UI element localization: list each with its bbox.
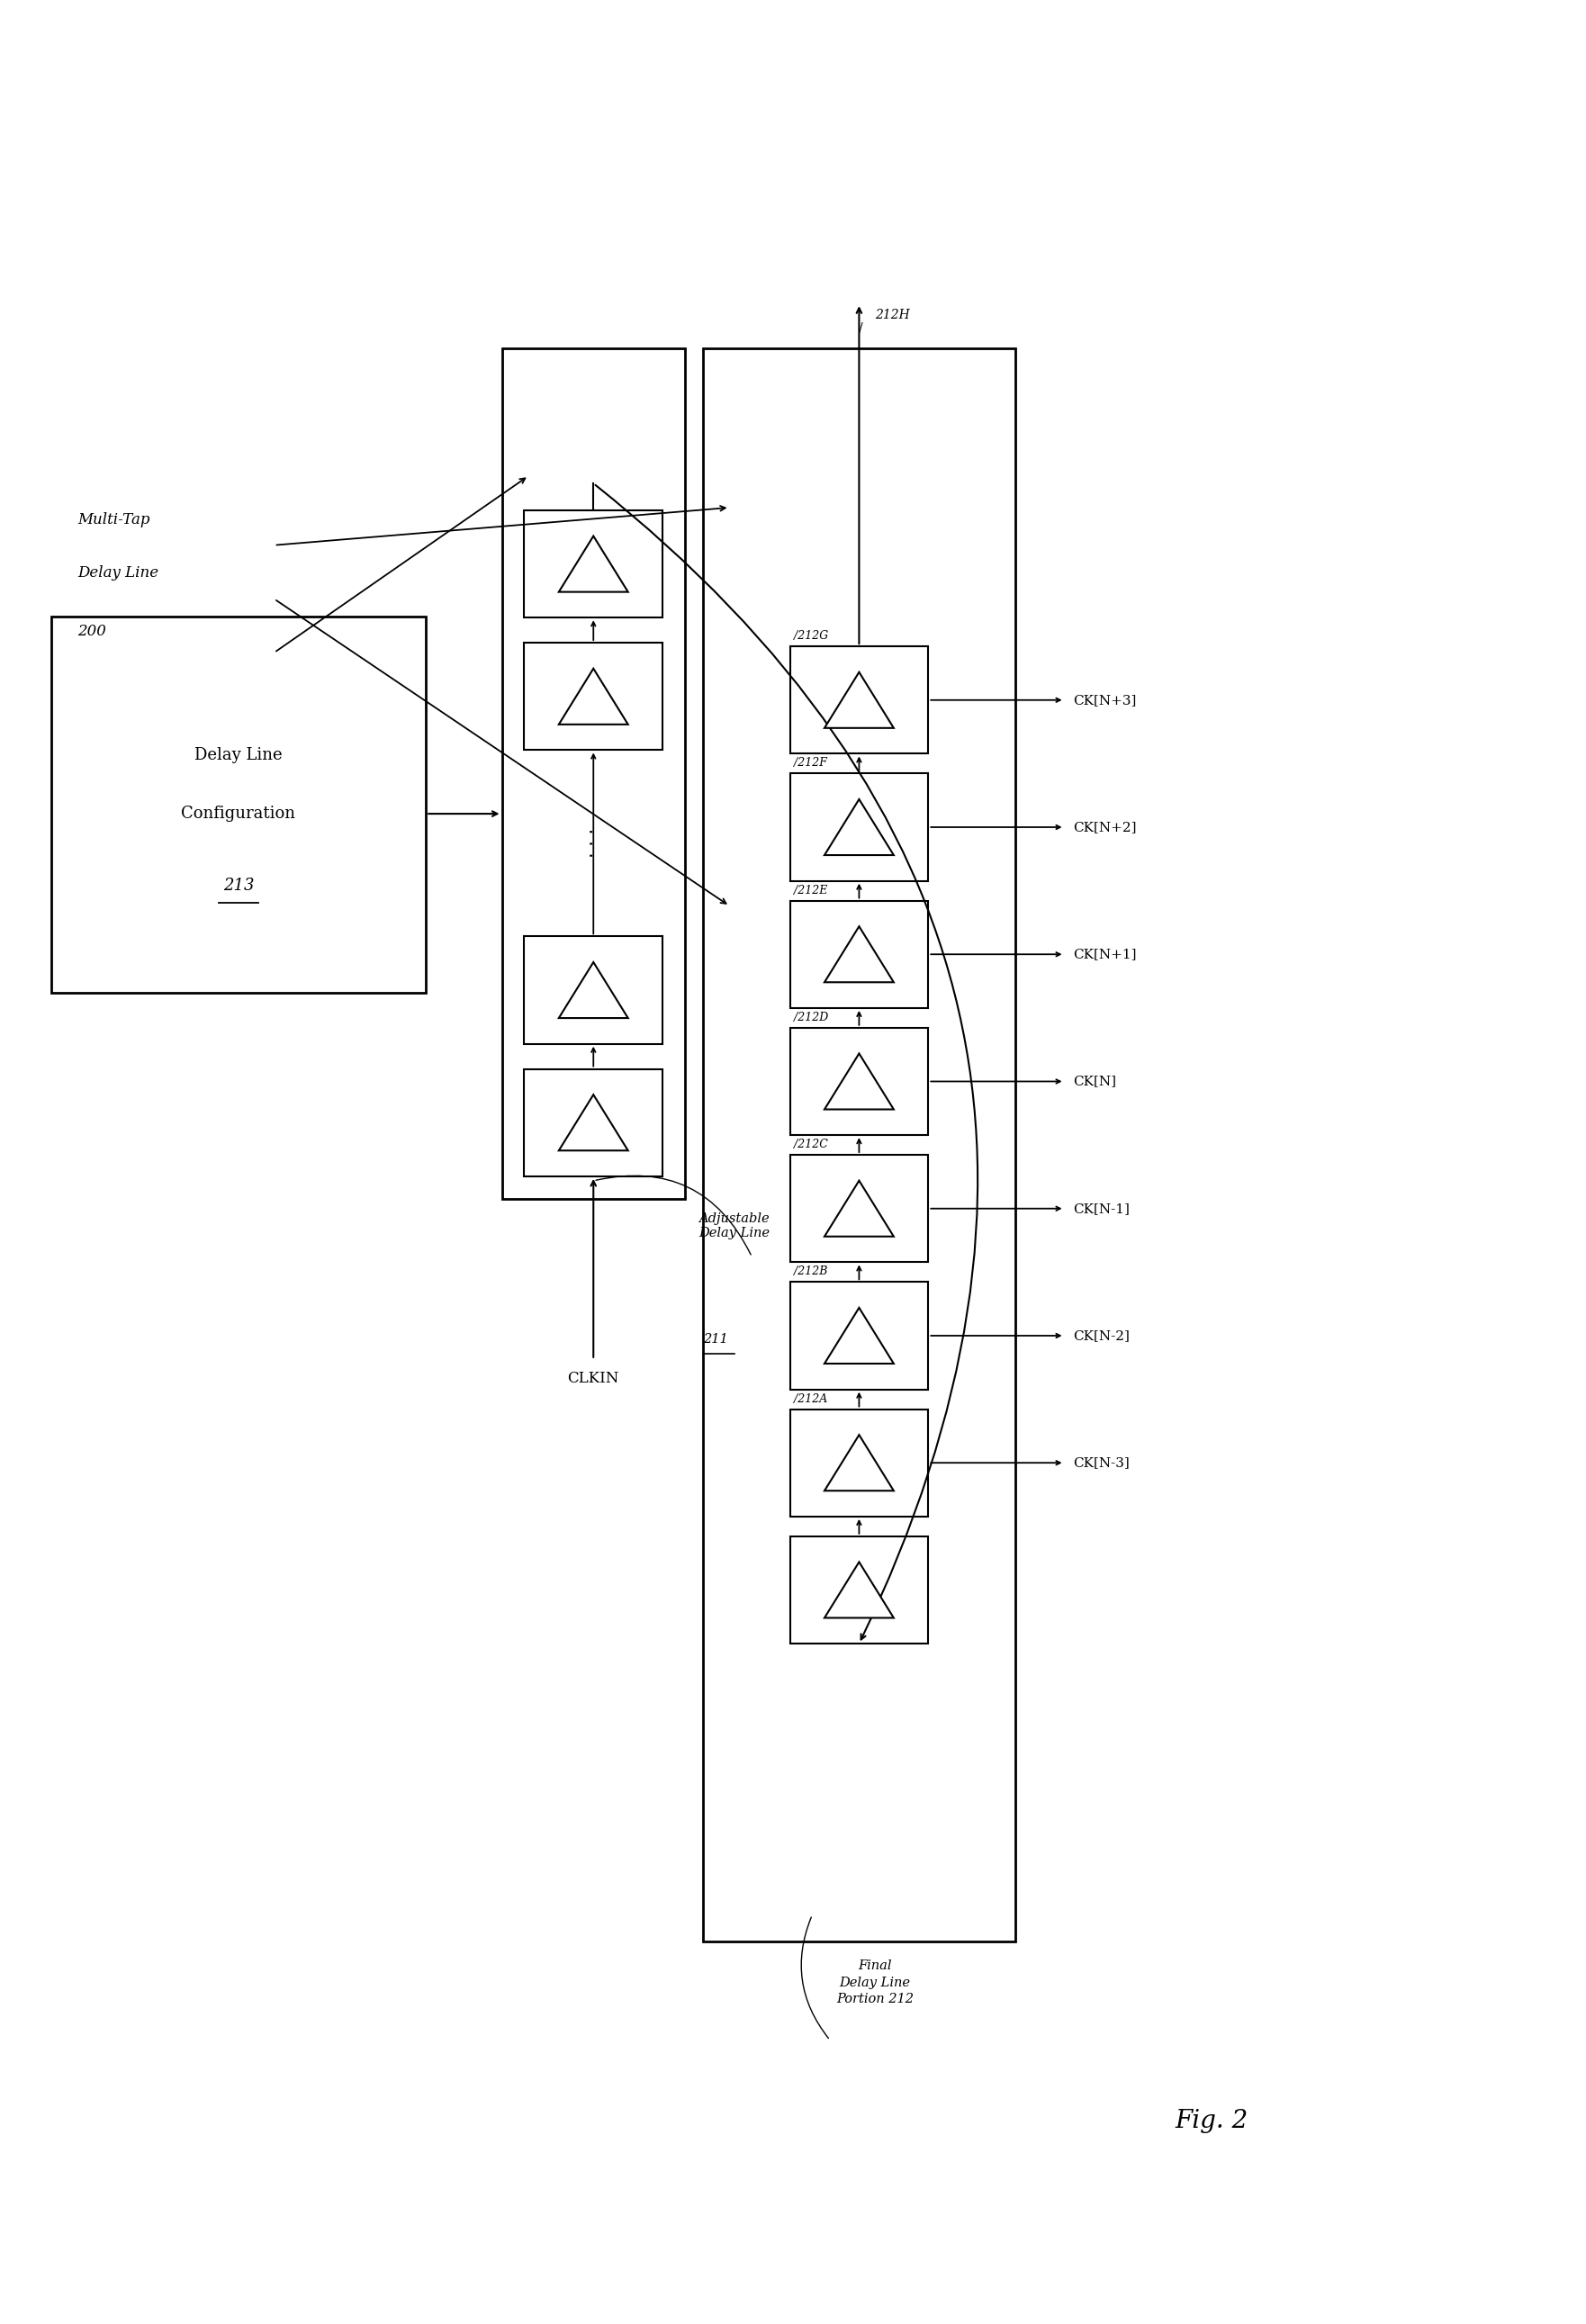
Polygon shape	[558, 962, 628, 1018]
Text: Final
Delay Line
Portion 212: Final Delay Line Portion 212	[836, 1959, 914, 2006]
Bar	[790, 1027, 928, 1134]
Polygon shape	[825, 927, 893, 983]
Text: 200: 200	[78, 623, 106, 639]
Bar	[790, 646, 928, 753]
Text: /212G: /212G	[795, 630, 829, 641]
Text: /: /	[858, 323, 863, 335]
Text: 211: 211	[703, 1334, 728, 1346]
Polygon shape	[825, 1181, 893, 1236]
Text: CK[N+3]: CK[N+3]	[1074, 695, 1137, 706]
Text: CK[N-2]: CK[N-2]	[1074, 1329, 1129, 1341]
Polygon shape	[825, 1434, 893, 1490]
Text: CK[N+2]: CK[N+2]	[1074, 820, 1137, 834]
Bar	[703, 349, 1015, 1943]
Text: 213: 213	[224, 876, 254, 892]
Text: Multi-Tap: Multi-Tap	[78, 511, 151, 528]
Polygon shape	[825, 1308, 893, 1364]
Text: /212E: /212E	[795, 885, 828, 897]
Text: Delay Line: Delay Line	[195, 748, 282, 765]
Text: Configuration: Configuration	[181, 806, 295, 823]
Text: /212A: /212A	[795, 1392, 828, 1404]
Text: CK[N-3]: CK[N-3]	[1074, 1457, 1129, 1469]
Text: Adjustable
Delay Line: Adjustable Delay Line	[698, 1213, 769, 1239]
Polygon shape	[825, 1053, 893, 1109]
Text: CLKIN: CLKIN	[568, 1371, 619, 1385]
Text: Delay Line: Delay Line	[78, 565, 159, 581]
Text: CK[N+1]: CK[N+1]	[1074, 948, 1137, 960]
Polygon shape	[825, 799, 893, 855]
Text: /212B: /212B	[795, 1267, 828, 1278]
Bar	[790, 1536, 928, 1643]
Bar	[51, 616, 427, 992]
Bar	[525, 937, 663, 1043]
Bar	[525, 644, 663, 751]
Bar	[525, 511, 663, 618]
Bar	[790, 1155, 928, 1262]
Text: CK[N]: CK[N]	[1074, 1076, 1117, 1088]
Polygon shape	[558, 537, 628, 593]
Bar	[501, 349, 685, 1199]
Text: CK[N-1]: CK[N-1]	[1074, 1202, 1129, 1215]
Polygon shape	[825, 1562, 893, 1618]
Bar	[790, 774, 928, 881]
Bar	[790, 1408, 928, 1518]
Text: Fig. 2: Fig. 2	[1175, 2108, 1248, 2133]
Text: /212C: /212C	[795, 1139, 828, 1150]
Polygon shape	[825, 672, 893, 727]
Text: /212D: /212D	[795, 1011, 829, 1023]
Polygon shape	[558, 1095, 628, 1150]
Text: /212F: /212F	[795, 758, 828, 769]
Bar	[790, 1283, 928, 1390]
Text: 212H: 212H	[875, 309, 910, 321]
Text: · · ·: · · ·	[584, 827, 603, 858]
Polygon shape	[558, 669, 628, 725]
Bar	[525, 1069, 663, 1176]
Bar	[790, 902, 928, 1009]
